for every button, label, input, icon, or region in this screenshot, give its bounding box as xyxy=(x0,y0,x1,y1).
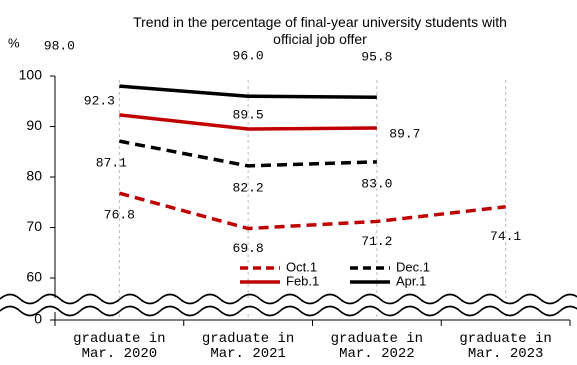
y-axis-label: % xyxy=(8,35,20,50)
x-tick-label: graduate in Mar. 2022 xyxy=(331,331,423,362)
x-tick-label: graduate in Mar. 2023 xyxy=(459,331,551,362)
data-label: 82.2 xyxy=(233,180,264,195)
data-label: 74.1 xyxy=(490,229,521,244)
series-line xyxy=(118,191,506,231)
axis-break xyxy=(0,305,577,317)
y-tick-label: 60 xyxy=(26,269,42,285)
y-tick-label: 0 xyxy=(34,311,42,327)
series-line xyxy=(119,113,377,131)
series-line xyxy=(119,139,377,168)
data-label: 92.3 xyxy=(84,93,115,108)
y-tick-label: 80 xyxy=(26,168,42,184)
axis-break-fill xyxy=(0,298,577,312)
data-label: 95.8 xyxy=(361,50,392,65)
axis-break xyxy=(0,293,577,305)
y-tick-label: 70 xyxy=(26,218,42,234)
data-label: 87.1 xyxy=(96,156,127,171)
y-tick-label: 100 xyxy=(19,67,43,83)
data-label: 89.7 xyxy=(389,126,420,141)
series-line xyxy=(119,84,377,99)
legend-label: Apr.1 xyxy=(396,273,426,288)
y-tick-label: 90 xyxy=(26,117,42,133)
data-label: 98.0 xyxy=(44,39,75,54)
data-label: 71.2 xyxy=(361,234,392,249)
chart-title: Trend in the percentage of final-year un… xyxy=(133,14,507,47)
data-label: 89.5 xyxy=(233,107,264,122)
data-label: 83.0 xyxy=(361,176,392,191)
x-tick-label: graduate in Mar. 2021 xyxy=(202,331,294,362)
legend-label: Dec.1 xyxy=(396,259,430,274)
x-tick-label: graduate in Mar. 2020 xyxy=(73,331,165,362)
data-label: 76.8 xyxy=(104,208,135,223)
data-label: 69.8 xyxy=(233,241,264,256)
data-label: 96.0 xyxy=(233,49,264,64)
legend-label: Oct.1 xyxy=(286,259,317,274)
legend-label: Feb.1 xyxy=(286,273,319,288)
